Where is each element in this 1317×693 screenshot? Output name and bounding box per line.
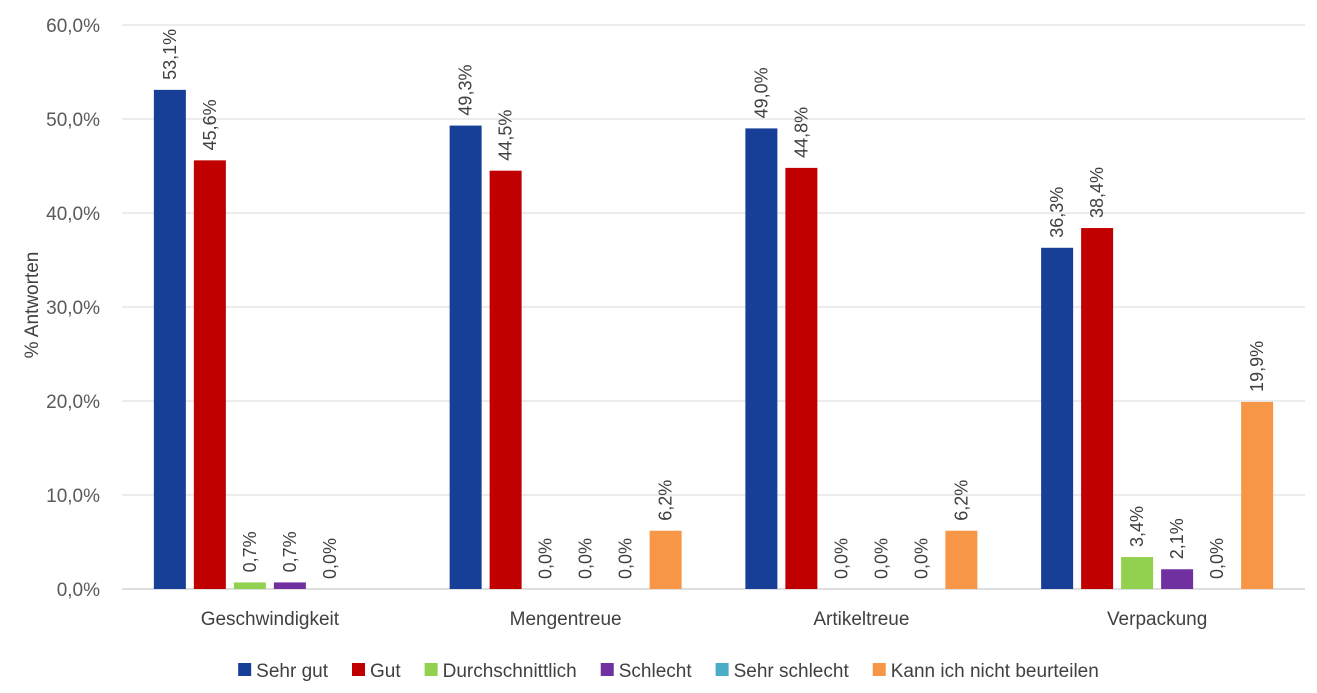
bar (153, 89, 186, 590)
data-label: 0,7% (240, 531, 260, 572)
bar (649, 530, 682, 589)
legend-swatch (872, 663, 886, 676)
bar (785, 167, 818, 589)
y-tick-label: 10,0% (46, 486, 100, 507)
bar (1241, 401, 1274, 589)
legend-label: Durchschnittlich (443, 661, 577, 682)
legend-label: Sehr schlecht (734, 661, 850, 682)
category-label: Verpackung (1107, 609, 1207, 630)
category-label: Geschwindigkeit (201, 609, 340, 630)
data-label: 45,6% (200, 99, 220, 150)
data-label: 36,3% (1047, 187, 1067, 238)
bar (233, 582, 266, 589)
y-tick-label: 30,0% (46, 298, 100, 319)
data-label: 0,0% (320, 538, 340, 579)
legend-swatch (715, 663, 729, 676)
bar (273, 582, 306, 589)
legend-item: Kann ich nicht beurteilen (872, 661, 1099, 682)
data-label: 0,0% (1207, 538, 1227, 579)
data-label: 0,0% (536, 538, 556, 579)
data-label: 44,8% (791, 107, 811, 158)
legend-swatch (424, 663, 438, 676)
data-label: 19,9% (1247, 341, 1267, 392)
y-tick-label: 60,0% (46, 16, 100, 37)
data-label: 2,1% (1167, 518, 1187, 559)
data-label: 44,5% (496, 110, 516, 161)
data-label: 0,0% (831, 538, 851, 579)
data-label: 6,2% (951, 480, 971, 521)
bar (1081, 228, 1114, 590)
y-tick-label: 50,0% (46, 110, 100, 131)
legend-swatch (600, 663, 614, 676)
legend-item: Schlecht (600, 661, 693, 682)
legend-label: Schlecht (619, 661, 693, 682)
legend-label: Sehr gut (256, 661, 329, 682)
legend-swatch (238, 663, 252, 676)
category-label: Mengentreue (510, 609, 622, 630)
legend-item: Gut (352, 661, 401, 682)
legend: Sehr gut Gut Durchschnittlich Schlecht Sehr … (238, 661, 1099, 682)
data-label: 6,2% (656, 480, 676, 521)
data-label: 0,0% (871, 538, 891, 579)
y-tick-label: 20,0% (46, 392, 100, 413)
category-label: Artikeltreue (813, 609, 909, 630)
bar (945, 530, 978, 589)
bar (193, 160, 226, 590)
data-label: 0,7% (280, 531, 300, 572)
bar (1041, 247, 1074, 589)
legend-item: Durchschnittlich (424, 661, 577, 682)
data-label: 38,4% (1087, 167, 1107, 218)
bar (1121, 557, 1154, 589)
data-label: 49,3% (456, 65, 476, 116)
legend-label: Kann ich nicht beurteilen (891, 661, 1099, 682)
gridlines (122, 24, 1305, 590)
data-label: 0,0% (616, 538, 636, 579)
y-tick-label: 40,0% (46, 204, 100, 225)
legend-label: Gut (370, 661, 401, 682)
y-axis-title: % Antworten (22, 252, 43, 359)
y-axis-ticks: 0,0% 10,0% 20,0% 30,0% 40,0% 50,0% 60,0% (46, 16, 100, 601)
data-label: 3,4% (1127, 506, 1147, 547)
y-tick-label: 0,0% (57, 580, 100, 601)
bar (489, 170, 522, 589)
data-label: 0,0% (576, 538, 596, 579)
data-labels: 53,1% 45,6% 0,7% 0,7% 0,0% 49,3% 44,5% 0,0% 0,0%… (160, 29, 1267, 579)
bar (745, 128, 778, 589)
x-axis-categories: Geschwindigkeit Mengentreue Artikeltreue Ve… (201, 609, 1208, 630)
legend-item: Sehr gut (238, 661, 329, 682)
bars (153, 89, 1274, 590)
data-label: 53,1% (160, 29, 180, 80)
data-label: 49,0% (751, 67, 771, 118)
bar (1161, 569, 1194, 589)
bar (449, 125, 482, 589)
legend-swatch (352, 663, 365, 676)
legend-item: Sehr schlecht (715, 661, 850, 682)
data-label: 0,0% (911, 538, 931, 579)
